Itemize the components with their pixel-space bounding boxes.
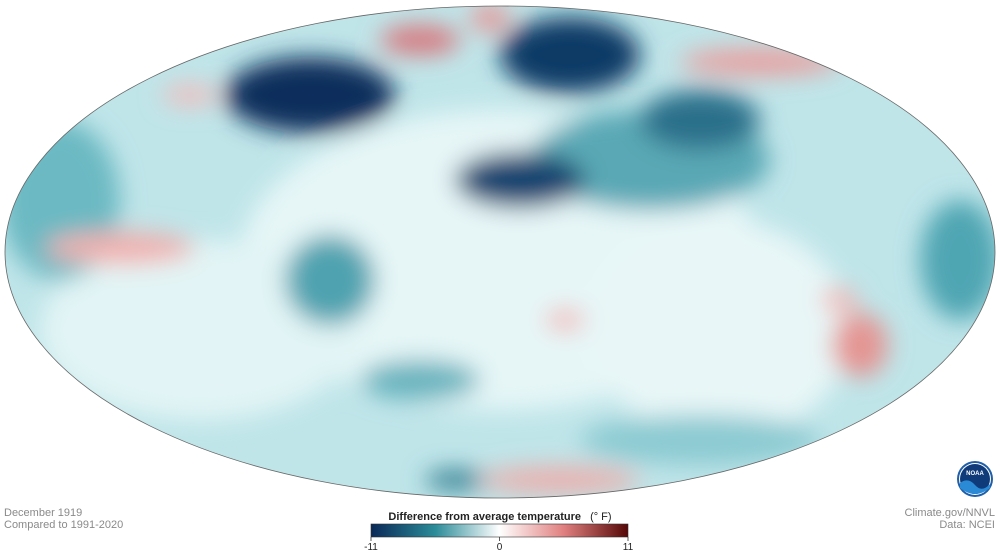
noaa-logo: NOAA xyxy=(957,461,993,497)
legend-unit: (° F) xyxy=(590,511,612,523)
caption-baseline: Compared to 1991-2020 xyxy=(4,519,123,531)
colorbar-tick-label: -11 xyxy=(364,542,378,553)
caption-date: December 1919 xyxy=(4,507,82,519)
colorbar-ticks: -11 0 11 xyxy=(364,537,634,553)
colorbar-tick-label: 11 xyxy=(623,542,634,553)
logo-text: NOAA xyxy=(966,471,984,477)
globe-outline xyxy=(4,5,996,499)
colorbar-tick-label: 0 xyxy=(497,542,503,553)
temperature-map xyxy=(5,6,995,498)
colorbar xyxy=(370,523,629,538)
credit-data: Data: NCEI xyxy=(939,519,995,531)
legend-title: Difference from average temperature xyxy=(388,511,581,523)
legend-heading: Difference from average temperature (° F… xyxy=(388,511,611,523)
credit-source: Climate.gov/NNVL xyxy=(905,507,995,519)
